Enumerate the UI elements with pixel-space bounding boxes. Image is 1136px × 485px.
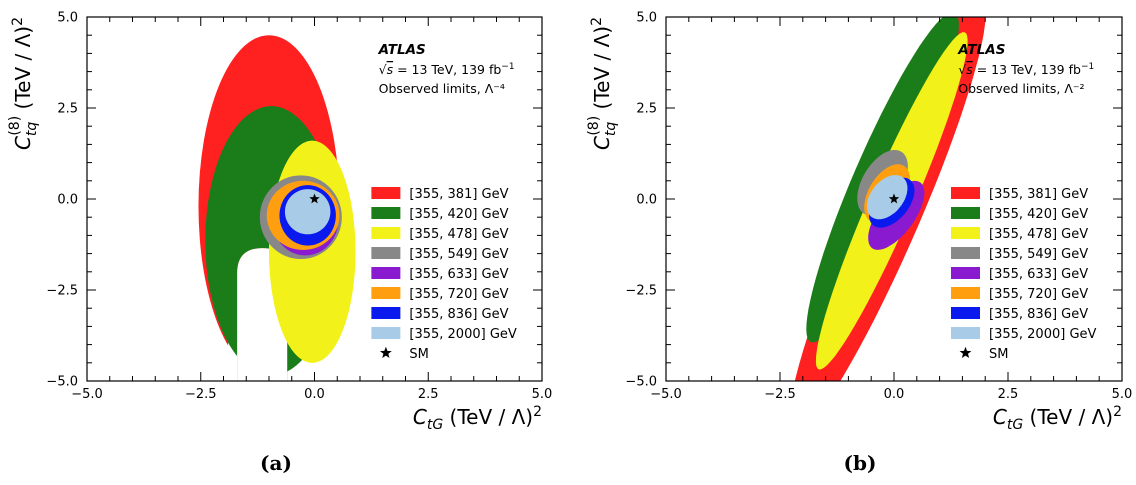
- legend-sm-marker: [380, 346, 392, 358]
- legend-swatch: [371, 207, 401, 219]
- subfigure-label: (a): [260, 451, 292, 475]
- contour-overlay-7: [284, 189, 331, 235]
- legend-label: [355, 549] GeV: [409, 247, 508, 262]
- x-tick-label: 5.0: [1112, 387, 1133, 402]
- limits-label: Observed limits, Λ⁻²: [958, 81, 1084, 96]
- y-tick-label: 0.0: [636, 193, 657, 208]
- legend-label: [355, 381] GeV: [989, 187, 1088, 202]
- legend-label: [355, 633] GeV: [989, 267, 1088, 282]
- legend-swatch: [371, 307, 401, 319]
- legend-sm-marker: [959, 346, 972, 358]
- y-axis-label: Ctq(8) (TeV / Λ)2: [586, 17, 619, 150]
- legend-swatch: [951, 307, 980, 319]
- legend-swatch: [371, 247, 401, 259]
- y-tick-label: 2.5: [636, 102, 657, 117]
- legend-swatch: [371, 327, 401, 339]
- legend-label: [355, 720] GeV: [989, 287, 1088, 302]
- x-tick-label: 5.0: [532, 387, 553, 402]
- legend-label: [355, 836] GeV: [989, 307, 1088, 322]
- x-axis-label: CtG (TeV / Λ)2: [413, 404, 542, 433]
- legend-swatch: [371, 287, 401, 299]
- legend-label: [355, 381] GeV: [409, 187, 508, 202]
- y-tick-label: 5.0: [57, 11, 78, 26]
- y-tick-label: −2.5: [625, 284, 657, 299]
- y-tick-label: −5.0: [625, 375, 657, 390]
- legend-label: [355, 478] GeV: [989, 227, 1088, 242]
- x-tick-label: 2.5: [418, 387, 439, 402]
- limits-label: Observed limits, Λ⁻⁴: [379, 81, 505, 96]
- legend-swatch: [951, 227, 980, 239]
- plot-area: [198, 35, 356, 381]
- x-tick-label: 0.0: [884, 387, 905, 402]
- y-tick-label: −2.5: [46, 284, 78, 299]
- energy-label: √s = 13 TeV, 139 fb−1: [379, 62, 515, 77]
- atlas-label: ATLAS: [957, 42, 1005, 58]
- legend-swatch: [951, 287, 980, 299]
- legend-swatch: [951, 267, 980, 279]
- y-tick-label: 5.0: [636, 11, 657, 26]
- legend-label: [355, 420] GeV: [989, 207, 1088, 222]
- legend-swatch: [951, 247, 980, 259]
- contour-355-2000: [866, 175, 908, 220]
- legend-swatch: [951, 207, 980, 219]
- x-tick-label: 2.5: [998, 387, 1019, 402]
- sm-marker: [309, 193, 320, 204]
- panel-a: −5.0−5.0 −2.5 −2.5 0.0 0.0 2.5 2.5 5.0 5.0 CtG (T…: [7, 11, 552, 476]
- legend-label: [355, 836] GeV: [409, 307, 508, 322]
- panel-b: −5.0−5.0 −2.5 −2.5 0.0 0.0 2.5 2.5 5.0 5.0 CtG (T…: [586, 11, 1133, 476]
- legend-swatch: [371, 267, 401, 279]
- legend-label-sm: SM: [409, 347, 428, 362]
- legend-swatch: [951, 187, 980, 199]
- sm-marker: [888, 193, 900, 204]
- x-tick-label: −2.5: [185, 387, 217, 402]
- legend-label-sm: SM: [989, 347, 1008, 362]
- y-tick-label: −5.0: [46, 375, 78, 390]
- energy-label: √s = 13 TeV, 139 fb−1: [958, 62, 1094, 77]
- x-tick-label: −5.0: [71, 387, 103, 402]
- y-axis-label: Ctq(8) (TeV / Λ)2: [7, 17, 40, 150]
- legend-label: [355, 478] GeV: [409, 227, 508, 242]
- y-tick-label: 2.5: [57, 102, 78, 117]
- legend-label: [355, 2000] GeV: [409, 327, 517, 342]
- x-tick-label: 0.0: [304, 387, 325, 402]
- plot-area: [794, 17, 986, 381]
- subfigure-label: (b): [844, 451, 877, 475]
- legend-label: [355, 2000] GeV: [989, 327, 1097, 342]
- x-tick-label: −2.5: [764, 387, 796, 402]
- x-axis-label: CtG (TeV / Λ)2: [993, 404, 1122, 433]
- legend-swatch: [371, 187, 401, 199]
- legend-label: [355, 420] GeV: [409, 207, 508, 222]
- legend-label: [355, 720] GeV: [409, 287, 508, 302]
- x-tick-label: −5.0: [650, 387, 682, 402]
- legend-label: [355, 633] GeV: [409, 267, 508, 282]
- legend-label: [355, 549] GeV: [989, 247, 1088, 262]
- y-tick-label: 0.0: [57, 193, 78, 208]
- atlas-label: ATLAS: [378, 42, 426, 58]
- legend-swatch: [371, 227, 401, 239]
- legend-swatch: [951, 327, 980, 339]
